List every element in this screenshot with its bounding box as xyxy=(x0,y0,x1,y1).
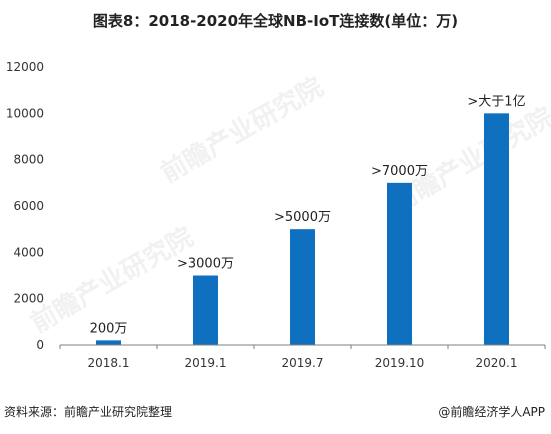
bar-data-label: >5000万 xyxy=(274,210,331,225)
x-axis: 2018.1 2019.1 2019.7 2019.10 2020.1 xyxy=(59,344,546,370)
bar-data-label: >3000万 xyxy=(177,257,234,272)
bar xyxy=(193,275,218,345)
source-note: 资料来源：前瞻产业研究院整理 xyxy=(4,405,173,419)
y-axis: 0 2000 4000 6000 8000 10000 12000 xyxy=(6,60,44,352)
y-tick-label: 0 xyxy=(36,338,44,352)
y-tick-label: 8000 xyxy=(13,153,44,167)
y-tick-label: 10000 xyxy=(6,106,44,120)
x-tick-label: 2020.1 xyxy=(476,356,518,370)
bars: 200万 >3000万 >5000万 >7000万 >大于1亿 xyxy=(90,94,526,345)
bar-data-label: 200万 xyxy=(90,321,128,336)
y-tick-label: 2000 xyxy=(13,292,44,306)
publisher-credit: @前瞻经济学人APP xyxy=(438,405,545,419)
y-tick-label: 6000 xyxy=(13,199,44,213)
x-tick-label: 2019.1 xyxy=(185,356,227,370)
x-tick-label: 2019.10 xyxy=(375,356,425,370)
bar-data-label: >7000万 xyxy=(371,164,428,179)
y-tick-label: 4000 xyxy=(13,245,44,259)
bar xyxy=(387,182,412,345)
bar xyxy=(96,340,121,345)
bar xyxy=(484,113,509,345)
bar-data-label: >大于1亿 xyxy=(467,94,525,109)
y-tick-label: 12000 xyxy=(6,60,44,74)
x-tick-label: 2018.1 xyxy=(88,356,130,370)
x-tick-label: 2019.7 xyxy=(282,356,324,370)
bar xyxy=(290,229,315,345)
chart-title: 图表8：2018-2020年全球NB-IoT连接数(单位：万) xyxy=(92,12,459,30)
